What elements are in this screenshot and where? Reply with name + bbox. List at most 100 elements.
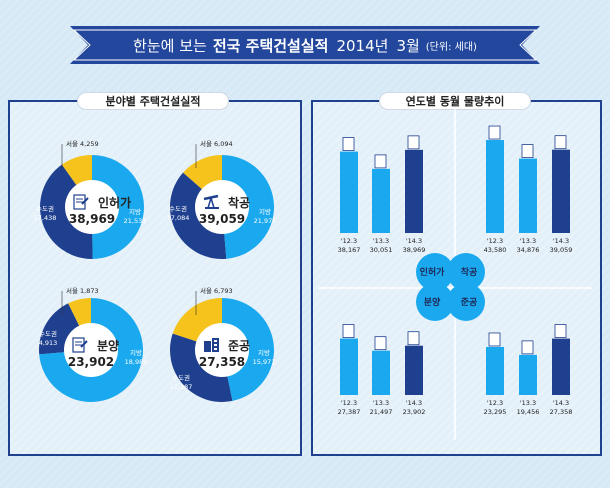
bar-category-label: '14.3 (406, 237, 422, 245)
bar-category-label: '13.3 (373, 237, 389, 245)
bar-top-icon (342, 137, 355, 151)
slice-label-jibang: 지방 (259, 207, 271, 216)
bar-top-icon (521, 144, 534, 158)
quadrant-circle (447, 283, 485, 321)
donut-title: 분양 (97, 338, 119, 353)
bar-value-label: 39,059 (550, 246, 573, 254)
icon-pen (80, 340, 88, 348)
icon-base (205, 207, 219, 209)
quadrant-circle (416, 253, 454, 291)
donut-center (195, 180, 249, 234)
donut-slice-seoul (68, 298, 91, 327)
quadrant-circle (447, 253, 485, 291)
bar-category-label: '12.3 (341, 237, 357, 245)
bar-category-label: '12.3 (341, 399, 357, 407)
bar-top-icon (488, 125, 501, 140)
bar-top-icon (554, 135, 567, 150)
icon-tower (204, 341, 211, 352)
quadrant-label: 인허가 (420, 266, 446, 278)
bar-value-label: 23,295 (484, 408, 507, 416)
bar-value-label: 21,497 (370, 408, 393, 416)
slice-label-sudo: 수도권 (39, 330, 57, 338)
bar (405, 149, 423, 233)
slice-label-jibang: 지방 (258, 348, 270, 357)
bar-value-label: 43,580 (484, 246, 507, 254)
page-title: 한눈에 보는 전국 주택건설실적 2014년 3월 (단위: 세대) (70, 22, 540, 68)
donut-slice-seoul (61, 155, 92, 186)
bar-value-label: 27,387 (338, 408, 361, 416)
slice-label-jibang: 지방 (129, 207, 141, 216)
donut-center (64, 323, 118, 377)
icon-beam (203, 194, 219, 201)
bar-top-icon (374, 154, 387, 169)
bar (552, 149, 570, 233)
bar (340, 151, 358, 233)
donut-total: 23,902 (68, 355, 114, 369)
donut-center (65, 180, 119, 234)
bar-top-icon (342, 324, 355, 338)
quadrant-label: 착공 (461, 266, 478, 278)
bar (552, 338, 570, 395)
slice-value-sudo: 17,084 (167, 214, 190, 222)
donut-total: 38,969 (69, 212, 115, 226)
title-banner (70, 26, 540, 64)
bar-value-label: 34,876 (517, 246, 540, 254)
bar (372, 168, 390, 233)
slice-label-jibang: 지방 (130, 348, 142, 357)
donut-total: 27,358 (199, 355, 245, 369)
donut-slice-sudo (169, 333, 233, 403)
donut-total: 39,059 (199, 212, 245, 226)
slice-value-jibang: 21,531 (124, 217, 147, 225)
donut-title: 인허가 (98, 195, 131, 210)
donut-slice-sudo (170, 172, 227, 259)
bar (340, 338, 358, 395)
donut-slice-sudo (39, 303, 80, 355)
icon-window (214, 348, 217, 350)
donut-title: 착공 (228, 195, 250, 210)
slice-value-jibang: 21,975 (254, 217, 277, 225)
bar (405, 345, 423, 395)
left-panel-title: 분야별 주택건설실적 (78, 93, 228, 109)
bar-category-label: '12.3 (487, 399, 503, 407)
bar-top-icon (554, 324, 567, 338)
slice-value-sudo: 11,387 (170, 383, 193, 391)
bar-top-icon (407, 331, 420, 346)
bar-value-label: 27,358 (550, 408, 573, 416)
donut-slice-jibang (39, 298, 143, 402)
bar (519, 354, 537, 395)
icon-leg (210, 197, 215, 209)
oil-pump-icon (203, 194, 219, 209)
building-icon (204, 338, 219, 352)
donut-center (195, 323, 249, 377)
bar-category-label: '13.3 (520, 399, 536, 407)
slice-label-seoul: 서울 6,094 (200, 139, 233, 148)
slice-label-sudo: 수도권 (172, 374, 190, 382)
slice-label-sudo: 수도권 (36, 205, 54, 213)
title-unit: (단위: 세대) (425, 41, 477, 53)
bar-value-label: 19,456 (517, 408, 540, 416)
slice-value-sudo: 4,913 (39, 339, 58, 347)
title-bold: 전국 주택건설실적 (212, 36, 329, 55)
bar-top-icon (374, 336, 387, 351)
right-panel-title: 연도별 동월 물량추이 (380, 93, 530, 109)
bar-top-icon (407, 135, 420, 150)
bar (372, 350, 390, 395)
left-panel (8, 100, 302, 456)
donut-slice-seoul (183, 155, 222, 190)
quadrant-label: 준공 (461, 297, 478, 308)
quadrant-circle (416, 283, 454, 321)
slice-value-jibang: 18,989 (125, 358, 148, 366)
bar-top-icon (488, 332, 501, 347)
bar (486, 140, 504, 233)
bar-category-label: '13.3 (520, 237, 536, 245)
slice-label-seoul: 서울 4,259 (66, 139, 99, 148)
bar-value-label: 30,051 (370, 246, 393, 254)
donut-slice-seoul (172, 298, 222, 342)
icon-window (214, 344, 217, 346)
quadrant-label: 분양 (424, 296, 441, 308)
slice-label-seoul: 서울 6,793 (200, 286, 233, 295)
slice-value-jibang: 15,971 (253, 358, 276, 366)
document-icon (73, 194, 89, 210)
contract-icon (72, 337, 88, 353)
bar-value-label: 23,902 (403, 408, 426, 416)
